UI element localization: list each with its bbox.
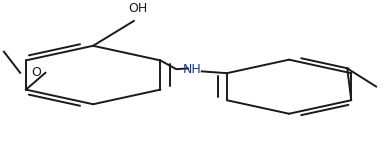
Text: O: O: [31, 66, 41, 79]
Text: OH: OH: [128, 2, 147, 15]
Text: NH: NH: [183, 63, 201, 76]
